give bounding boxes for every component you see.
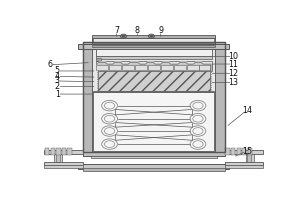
Bar — [225, 148, 230, 155]
Circle shape — [150, 35, 153, 37]
Bar — [92, 37, 215, 44]
Bar — [231, 148, 235, 155]
Bar — [98, 71, 211, 91]
Bar — [83, 152, 225, 156]
Bar — [78, 44, 229, 49]
Bar — [83, 42, 225, 152]
Text: 7: 7 — [114, 26, 119, 35]
Bar — [56, 148, 61, 155]
Text: 1: 1 — [55, 90, 60, 99]
Bar — [44, 150, 83, 154]
Bar — [96, 49, 212, 56]
Bar — [62, 148, 66, 155]
Bar — [187, 65, 199, 70]
Bar — [225, 165, 263, 168]
Text: 12: 12 — [228, 69, 238, 78]
Bar — [83, 168, 225, 171]
Bar — [242, 148, 246, 155]
Text: 6: 6 — [48, 60, 53, 69]
Bar — [225, 150, 263, 154]
Bar — [236, 148, 241, 155]
Bar — [248, 148, 252, 155]
Bar — [96, 65, 108, 70]
Bar — [122, 65, 134, 70]
Text: 8: 8 — [135, 26, 140, 35]
Bar — [91, 156, 217, 158]
Bar — [225, 162, 263, 165]
Text: 3: 3 — [55, 76, 60, 85]
Bar — [93, 38, 214, 43]
Bar — [98, 71, 212, 91]
Bar — [93, 91, 214, 92]
Bar — [135, 65, 147, 70]
Bar — [44, 165, 83, 168]
Bar — [200, 65, 211, 70]
Bar — [161, 65, 173, 70]
Circle shape — [122, 35, 125, 37]
Bar — [174, 65, 186, 70]
Text: 15: 15 — [242, 147, 252, 156]
Bar — [148, 65, 160, 70]
Text: 2: 2 — [55, 82, 60, 91]
Text: 11: 11 — [228, 60, 238, 69]
Text: 14: 14 — [242, 106, 252, 115]
Text: 5: 5 — [55, 66, 60, 75]
Bar — [92, 35, 215, 38]
Bar — [215, 42, 225, 152]
Bar — [54, 154, 62, 163]
Bar — [45, 148, 50, 155]
Bar — [68, 148, 72, 155]
Bar — [78, 164, 229, 169]
Bar — [96, 56, 212, 59]
Bar — [96, 58, 101, 61]
Text: 9: 9 — [158, 26, 163, 35]
Bar — [92, 45, 215, 47]
Text: 4: 4 — [55, 72, 60, 81]
Bar — [247, 153, 251, 163]
Bar — [51, 148, 55, 155]
Bar — [44, 162, 83, 165]
Text: 10: 10 — [228, 52, 238, 61]
Bar — [83, 42, 225, 152]
Bar — [92, 42, 215, 152]
Text: 13: 13 — [228, 78, 238, 87]
Bar — [246, 154, 254, 163]
Bar — [83, 42, 92, 152]
Bar — [109, 65, 121, 70]
Bar — [56, 153, 60, 163]
Bar — [93, 92, 214, 151]
Bar — [96, 61, 212, 64]
Bar — [210, 64, 212, 71]
